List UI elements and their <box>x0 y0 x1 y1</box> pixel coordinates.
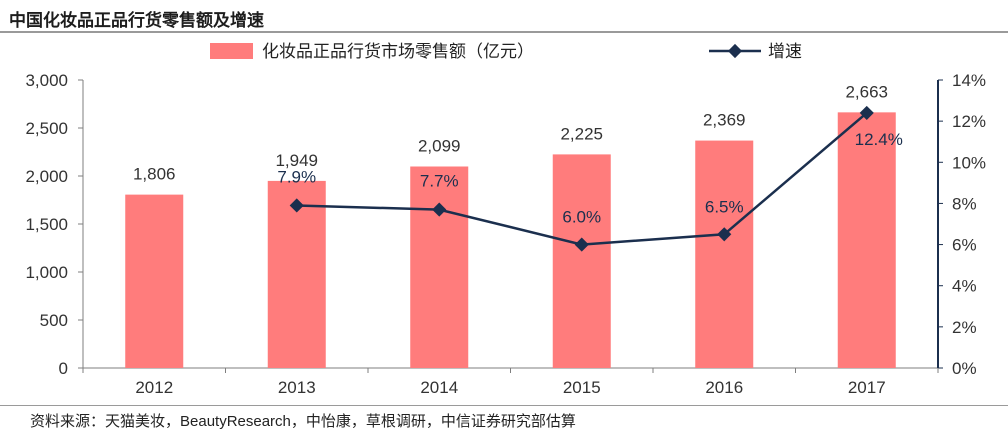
bar-value-label: 1,949 <box>275 151 318 170</box>
growth-value-label: 6.5% <box>705 197 744 216</box>
bar <box>837 112 896 369</box>
growth-value-label: 7.7% <box>420 172 459 191</box>
chart-title: 中国化妆品正品行货零售额及增速 <box>9 11 264 30</box>
x-tick-label: 2016 <box>705 378 743 397</box>
legend-line-label: 增速 <box>768 42 802 61</box>
legend-line-marker <box>727 43 743 59</box>
growth-point <box>717 227 732 242</box>
x-tick-label: 2014 <box>420 378 458 397</box>
title-divider <box>0 31 1008 33</box>
bar-value-label: 1,806 <box>133 165 176 184</box>
footer-divider <box>0 405 1008 406</box>
right-tick-label: 2% <box>952 318 977 337</box>
right-tick-label: 12% <box>952 112 986 131</box>
x-tick-label: 2017 <box>848 378 886 397</box>
growth-line <box>289 105 874 252</box>
bar <box>125 194 184 368</box>
legend-bar-label: 化妆品正品行货市场零售额（亿元） <box>262 42 534 61</box>
bar <box>552 154 611 368</box>
left-tick-label: 2,000 <box>25 167 68 186</box>
bar <box>695 140 754 368</box>
growth-labels: 7.9% 7.7% 6.0% 6.5% 12.4% <box>277 130 902 227</box>
source-note: 资料来源：天猫美妆，BeautyResearch，中怡康，草根调研，中信证券研究… <box>30 413 576 430</box>
bar-value-label: 2,099 <box>418 136 461 155</box>
growth-point <box>574 237 589 252</box>
growth-value-label: 6.0% <box>562 208 601 227</box>
legend-bar-swatch <box>210 43 253 59</box>
growth-value-label: 7.9% <box>277 167 316 186</box>
right-tick-label: 4% <box>952 277 977 296</box>
left-tick-label: 2,500 <box>25 119 68 138</box>
legend: 化妆品正品行货市场零售额（亿元） 增速 <box>210 42 802 61</box>
left-tick-label: 1,500 <box>25 215 68 234</box>
growth-point <box>859 105 874 120</box>
growth-point <box>289 198 304 213</box>
axes: 0 500 1,000 1,500 2,000 2,500 3,000 0% 2% 4% 6% 8% 1… <box>25 71 986 397</box>
bar <box>410 166 469 368</box>
right-tick-label: 14% <box>952 71 986 90</box>
chart: 化妆品正品行货市场零售额（亿元） 增速 0 500 1,000 1,500 2,000 2… <box>25 42 986 397</box>
bars <box>125 112 896 369</box>
right-tick-label: 10% <box>952 153 986 172</box>
left-tick-label: 3,000 <box>25 71 68 90</box>
bar-value-label: 2,225 <box>560 124 603 143</box>
right-tick-label: 6% <box>952 236 977 255</box>
left-tick-label: 1,000 <box>25 263 68 282</box>
left-tick-label: 0 <box>59 359 68 378</box>
x-tick-label: 2012 <box>135 378 173 397</box>
growth-point <box>432 202 447 217</box>
left-tick-label: 500 <box>40 311 68 330</box>
bar-labels: 1,806 1,949 2,099 2,225 2,369 2,663 <box>133 82 888 183</box>
growth-value-label: 12.4% <box>855 130 903 149</box>
bar-value-label: 2,369 <box>703 111 746 130</box>
right-tick-label: 0% <box>952 359 977 378</box>
right-tick-label: 8% <box>952 194 977 213</box>
x-tick-label: 2013 <box>278 378 316 397</box>
x-tick-label: 2015 <box>563 378 601 397</box>
bar-value-label: 2,663 <box>845 82 888 101</box>
